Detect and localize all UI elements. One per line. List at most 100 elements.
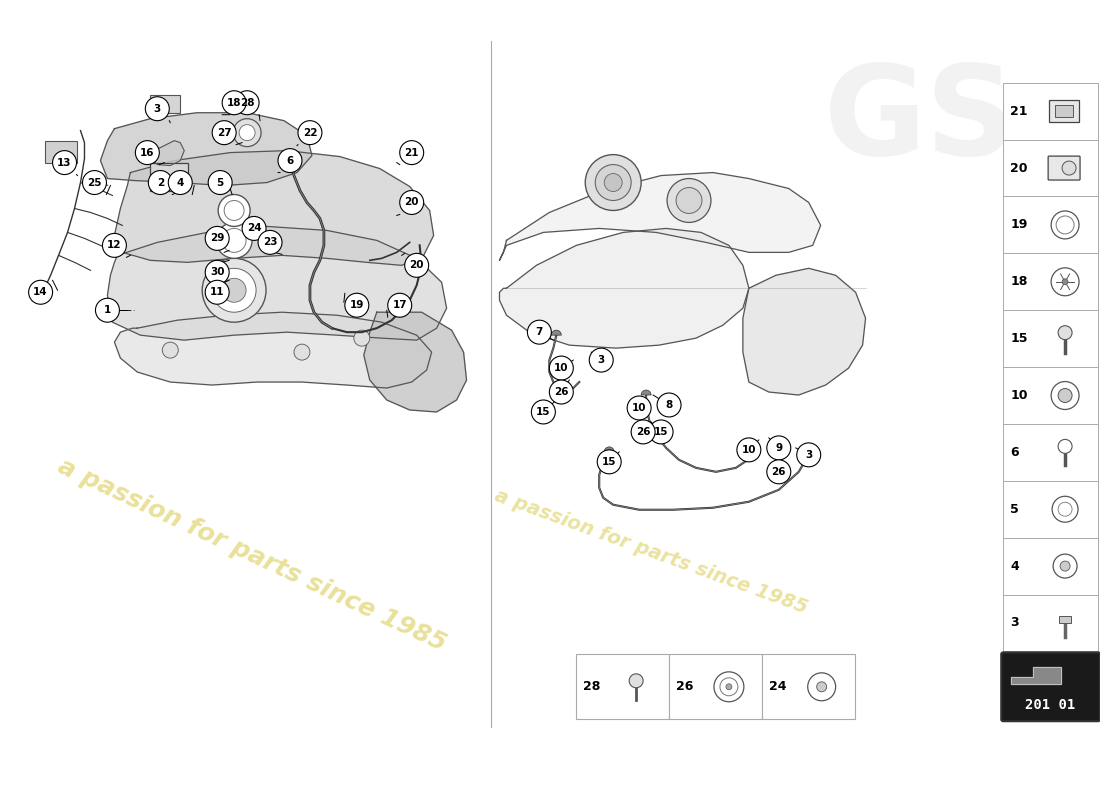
Circle shape: [208, 170, 232, 194]
Circle shape: [1058, 439, 1072, 454]
Circle shape: [649, 420, 673, 444]
Text: 7: 7: [536, 327, 543, 337]
Circle shape: [667, 178, 711, 222]
Polygon shape: [1011, 667, 1062, 684]
FancyBboxPatch shape: [1048, 156, 1080, 180]
Text: 11: 11: [210, 287, 224, 298]
Circle shape: [1058, 389, 1072, 402]
Circle shape: [597, 450, 622, 474]
Text: 14: 14: [33, 287, 48, 298]
Circle shape: [235, 90, 260, 114]
Text: 24: 24: [246, 223, 262, 234]
Circle shape: [549, 380, 573, 404]
Text: 21: 21: [1010, 105, 1027, 118]
Circle shape: [258, 230, 282, 254]
Text: 2: 2: [156, 178, 164, 187]
Text: 12: 12: [107, 240, 122, 250]
Circle shape: [242, 217, 266, 240]
Circle shape: [212, 268, 256, 312]
Circle shape: [206, 226, 229, 250]
Circle shape: [102, 234, 126, 258]
Text: a passion for parts since 1985: a passion for parts since 1985: [54, 454, 450, 655]
Circle shape: [387, 294, 411, 318]
Circle shape: [294, 344, 310, 360]
Circle shape: [298, 121, 322, 145]
Text: 4: 4: [1010, 559, 1019, 573]
Circle shape: [657, 393, 681, 417]
Polygon shape: [114, 312, 431, 388]
Bar: [1003, 481, 1098, 538]
Circle shape: [405, 254, 429, 278]
Circle shape: [549, 356, 573, 380]
Circle shape: [224, 201, 244, 221]
Text: 3: 3: [805, 450, 812, 460]
Text: 13: 13: [57, 158, 72, 167]
Circle shape: [737, 438, 761, 462]
Text: GS: GS: [824, 60, 1016, 181]
Text: 22: 22: [302, 128, 317, 138]
Text: 6: 6: [286, 155, 294, 166]
Circle shape: [807, 673, 836, 701]
Circle shape: [1052, 496, 1078, 522]
Bar: [1003, 594, 1098, 651]
Polygon shape: [499, 229, 749, 348]
Text: 3: 3: [154, 104, 161, 114]
Text: 6: 6: [1010, 446, 1019, 459]
Circle shape: [222, 90, 246, 114]
Circle shape: [399, 141, 424, 165]
Text: 15: 15: [1010, 332, 1027, 345]
Circle shape: [163, 342, 178, 358]
Text: 10: 10: [1010, 389, 1027, 402]
Circle shape: [595, 165, 631, 201]
Text: 29: 29: [210, 234, 224, 243]
Bar: [1003, 367, 1098, 424]
Bar: [1003, 82, 1098, 140]
Text: 10: 10: [631, 403, 647, 413]
Text: 19: 19: [350, 300, 364, 310]
Text: a passion for parts since 1985: a passion for parts since 1985: [492, 486, 811, 618]
Text: 19: 19: [1010, 218, 1027, 231]
Circle shape: [218, 194, 250, 226]
Circle shape: [1056, 216, 1074, 234]
Text: 20: 20: [1010, 162, 1027, 174]
Circle shape: [1058, 502, 1072, 516]
Text: 28: 28: [240, 98, 254, 108]
Circle shape: [278, 149, 303, 173]
Circle shape: [212, 121, 236, 145]
Bar: [1003, 310, 1098, 367]
Circle shape: [239, 125, 255, 141]
Text: 10: 10: [554, 363, 569, 373]
Bar: [669, 654, 762, 719]
Circle shape: [399, 190, 424, 214]
Circle shape: [1060, 561, 1070, 571]
Circle shape: [82, 170, 107, 194]
Text: 17: 17: [393, 300, 407, 310]
FancyBboxPatch shape: [151, 162, 188, 190]
Wedge shape: [641, 390, 651, 395]
Circle shape: [354, 330, 370, 346]
FancyBboxPatch shape: [45, 141, 77, 162]
Text: 15: 15: [653, 427, 669, 437]
Circle shape: [1053, 554, 1077, 578]
Circle shape: [1052, 268, 1079, 296]
Bar: [1003, 197, 1098, 254]
Text: 20: 20: [409, 260, 424, 270]
FancyBboxPatch shape: [1001, 652, 1100, 722]
Text: 9: 9: [776, 443, 782, 453]
Circle shape: [714, 672, 744, 702]
Text: 26: 26: [636, 427, 650, 437]
Wedge shape: [551, 330, 561, 335]
Polygon shape: [742, 268, 866, 395]
Text: 15: 15: [602, 457, 616, 467]
Circle shape: [222, 278, 246, 302]
Circle shape: [1052, 211, 1079, 239]
Circle shape: [29, 280, 53, 304]
Circle shape: [604, 174, 623, 191]
FancyBboxPatch shape: [1059, 616, 1071, 623]
Circle shape: [222, 229, 246, 252]
Circle shape: [796, 443, 821, 467]
Text: 18: 18: [227, 98, 241, 108]
Circle shape: [217, 222, 252, 258]
Polygon shape: [100, 113, 312, 186]
Circle shape: [233, 118, 261, 146]
